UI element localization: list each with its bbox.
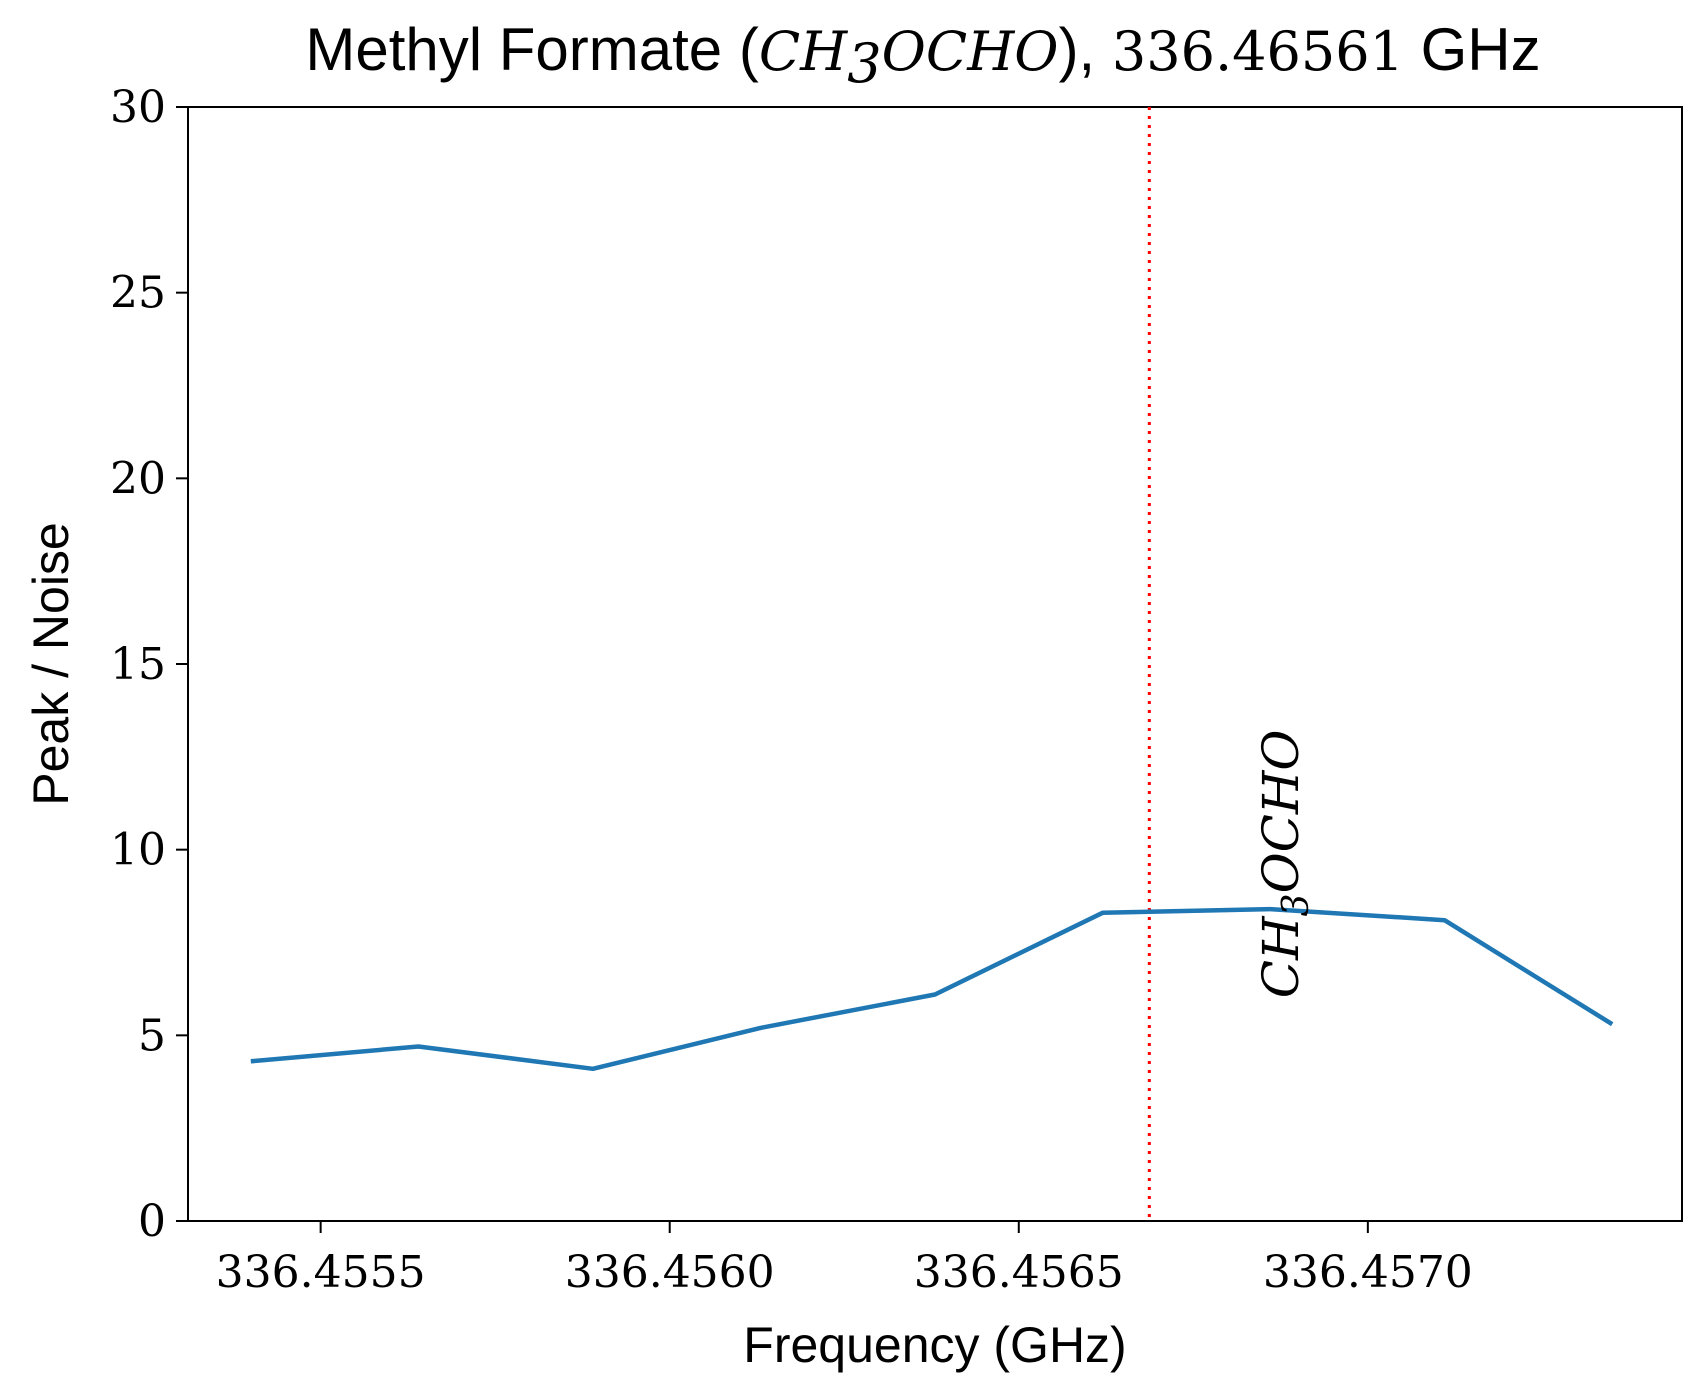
x-axis-ticks: 336.4555 336.4560 336.4565 336.4570 [216, 1221, 1473, 1298]
x-axis-label: Frequency (GHz) [743, 1317, 1126, 1373]
x-tick-label: 336.4565 [914, 1247, 1124, 1298]
y-tick-label: 25 [110, 268, 166, 319]
y-tick-label: 20 [110, 453, 166, 504]
series-line [250, 906, 1614, 1072]
y-tick-label: 30 [110, 82, 166, 133]
y-tick-label: 10 [110, 825, 166, 876]
y-tick-label: 0 [138, 1196, 166, 1247]
line-annotation: CH3OCHO [1252, 730, 1317, 999]
chart-title: Methyl Formate (CH3OCHO), 336.46561 GHz [305, 16, 1540, 95]
y-tick-label: 5 [138, 1010, 166, 1061]
plot-frame [187, 106, 1683, 1222]
x-tick-label: 336.4555 [216, 1247, 426, 1298]
y-axis-ticks: 0 5 10 15 20 25 30 [110, 82, 188, 1247]
y-tick-label: 15 [110, 639, 166, 690]
x-tick-label: 336.4570 [1263, 1247, 1473, 1298]
x-tick-label: 336.4560 [565, 1247, 775, 1298]
y-axis-label: Peak / Noise [23, 522, 79, 805]
